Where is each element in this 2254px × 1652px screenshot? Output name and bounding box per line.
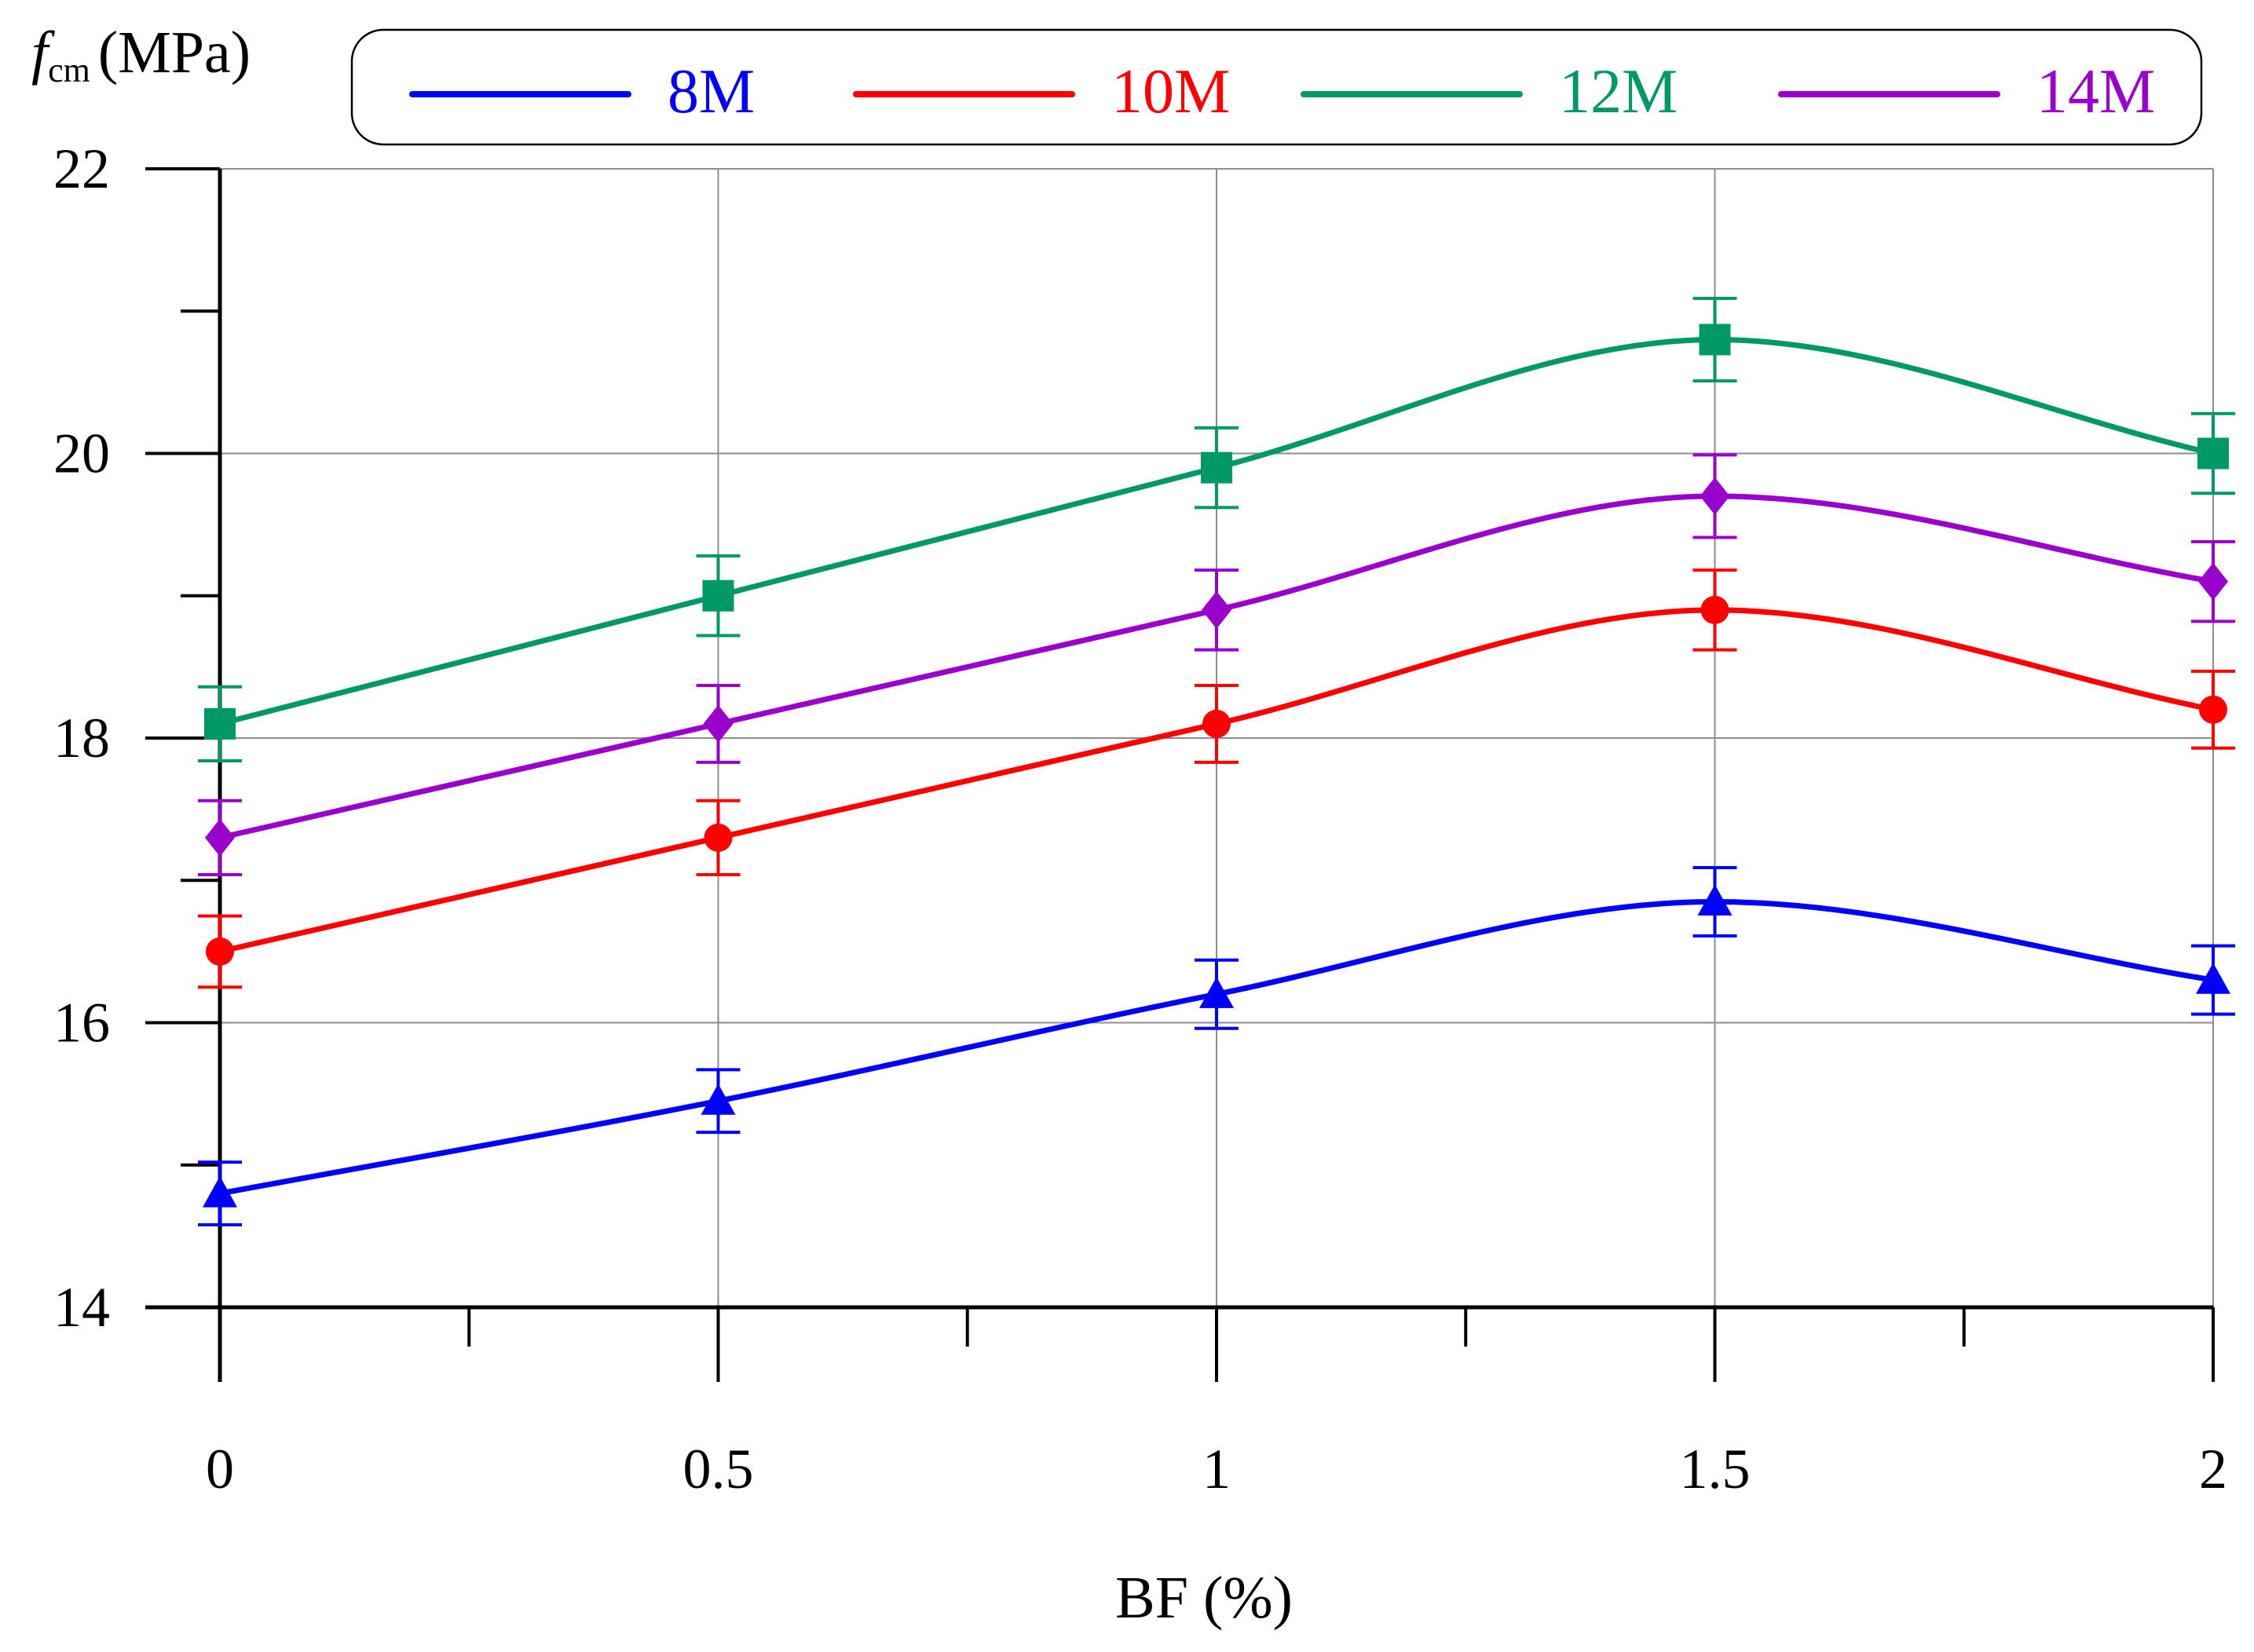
series-12M bbox=[198, 296, 2235, 762]
legend-item-12M: 12M bbox=[1301, 57, 1678, 126]
x-axis-label: BF (%) bbox=[1115, 1565, 1293, 1631]
data-point bbox=[2197, 437, 2229, 470]
y-axis-label: fcm (MPa) bbox=[31, 20, 251, 90]
data-point bbox=[1199, 977, 1234, 1008]
data-point bbox=[1700, 477, 1730, 515]
data-point bbox=[1202, 709, 1231, 738]
x-tick-label: 1.5 bbox=[1680, 1438, 1751, 1500]
data-point bbox=[1202, 590, 1231, 629]
series-10M bbox=[198, 568, 2235, 989]
x-tick-label: 2 bbox=[2199, 1438, 2227, 1500]
legend-label: 14M bbox=[2036, 57, 2155, 126]
series-layer bbox=[198, 296, 2235, 1226]
data-point bbox=[1700, 595, 1729, 624]
data-point bbox=[703, 704, 734, 743]
legend-item-8M: 8M bbox=[409, 57, 755, 126]
data-point bbox=[2198, 562, 2228, 601]
data-point bbox=[702, 579, 734, 612]
data-point bbox=[203, 1176, 237, 1208]
legend-label: 12M bbox=[1559, 57, 1678, 126]
y-tick-label: 20 bbox=[53, 422, 110, 485]
x-tick-label: 0.5 bbox=[683, 1438, 754, 1500]
data-point bbox=[206, 937, 234, 966]
data-point bbox=[1697, 884, 1733, 916]
data-point bbox=[1201, 451, 1232, 484]
x-tick-label: 0 bbox=[206, 1438, 234, 1500]
y-tick-label: 14 bbox=[53, 1276, 110, 1339]
legend-item-14M: 14M bbox=[1778, 57, 2155, 126]
legend-box bbox=[350, 28, 2203, 146]
data-point bbox=[205, 818, 235, 857]
data-point bbox=[1699, 323, 1731, 356]
legend-label: 8M bbox=[668, 57, 755, 126]
series-8M bbox=[198, 865, 2235, 1226]
data-point bbox=[204, 707, 236, 740]
series-14M bbox=[198, 453, 2235, 876]
data-point bbox=[2196, 963, 2230, 994]
legend-label: 10M bbox=[1111, 57, 1230, 126]
data-point bbox=[701, 1084, 736, 1115]
y-tick-label: 22 bbox=[53, 137, 110, 200]
y-axis-label-subscript: cm bbox=[48, 51, 90, 90]
axes: 14 16 18 20 22 0 0.5 1 1.5 2 bbox=[53, 137, 2227, 1500]
x-tick-label: 1 bbox=[1202, 1438, 1231, 1500]
y-tick-label: 16 bbox=[53, 992, 110, 1054]
data-point bbox=[2199, 695, 2227, 724]
legend: 8M 10M 12M 14M bbox=[350, 28, 2203, 146]
y-tick-label: 18 bbox=[53, 707, 110, 769]
data-point bbox=[704, 823, 733, 852]
legend-item-10M: 10M bbox=[853, 57, 1230, 126]
y-axis-label-unit: (MPa) bbox=[98, 20, 251, 86]
